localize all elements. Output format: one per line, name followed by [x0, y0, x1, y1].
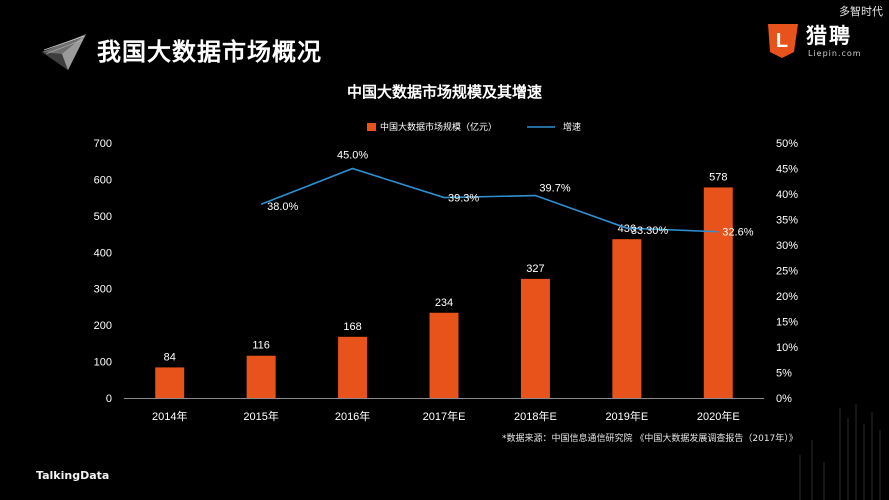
y-right-tick-label: 40% — [776, 189, 798, 201]
y-right-tick-label: 15% — [776, 317, 798, 329]
bar — [612, 239, 642, 398]
legend-line-label: 增速 — [563, 121, 581, 132]
watermark-text: 多智时代 — [839, 5, 883, 18]
bar — [429, 312, 459, 398]
x-tick-label: 2016年 — [335, 409, 370, 423]
y-left-tick-label: 400 — [94, 247, 112, 259]
brand-url: Liepin.com — [808, 49, 862, 58]
y-right-tick-label: 45% — [776, 164, 798, 176]
legend-bar-swatch — [367, 123, 376, 131]
brand-name: 猎聘 — [806, 24, 852, 48]
bar-data-label: 578 — [709, 171, 727, 183]
y-left-tick-label: 300 — [94, 284, 112, 296]
bar — [155, 367, 185, 398]
growth-data-label: 39.3% — [448, 193, 479, 205]
chart-title: 中国大数据市场规模及其增速 — [346, 83, 542, 101]
legend-bar-label: 中国大数据市场规模（亿元） — [380, 121, 497, 132]
y-left-tick-label: 500 — [94, 211, 112, 223]
bar-data-label: 168 — [343, 321, 361, 333]
y-left-tick-label: 0 — [106, 393, 112, 405]
bar — [520, 278, 550, 398]
y-right-tick-label: 30% — [776, 240, 798, 252]
y-right-tick-label: 5% — [776, 368, 792, 380]
brand-logo: L 猎聘 Liepin.com — [762, 20, 880, 62]
bar-data-label: 234 — [435, 297, 453, 309]
y-right-tick-label: 20% — [776, 291, 798, 303]
growth-data-label: 38.0% — [267, 201, 298, 213]
y-right-tick-label: 50% — [776, 138, 798, 150]
bar — [338, 336, 368, 398]
growth-data-label: 32.6% — [722, 227, 753, 239]
source-note: *数据来源：中国信息通信研究院 《中国大数据发展调查报告（2017年）》 — [502, 434, 798, 444]
y-left-tick-label: 600 — [94, 174, 112, 186]
growth-line — [260, 167, 719, 233]
page-title: 我国大数据市场概况 — [97, 38, 322, 66]
y-right-tick-label: 35% — [776, 215, 798, 227]
growth-data-label: 39.7% — [539, 183, 570, 195]
y-left-tick-label: 100 — [94, 357, 112, 369]
brand-badge-letter: L — [776, 30, 788, 52]
growth-data-label: 45.0% — [337, 150, 368, 162]
x-tick-label: 2015年 — [243, 409, 278, 423]
bar-data-label: 116 — [252, 340, 270, 352]
x-tick-label: 2017年E — [423, 409, 466, 423]
logo-mark-icon — [42, 34, 86, 70]
y-right-tick-label: 0% — [776, 393, 792, 405]
y-left-tick-label: 200 — [94, 320, 112, 332]
x-tick-label: 2019年E — [605, 409, 648, 423]
y-right-tick-label: 25% — [776, 266, 798, 278]
footer-brand: TalkingData — [36, 469, 110, 482]
growth-data-label: 33.30% — [631, 225, 669, 237]
bar — [703, 187, 733, 398]
bar-data-label: 327 — [526, 263, 544, 275]
y-right-tick-label: 10% — [776, 342, 798, 354]
bar — [246, 355, 276, 398]
bar-data-label: 84 — [164, 351, 176, 363]
y-left-tick-label: 700 — [94, 138, 112, 150]
x-tick-label: 2020年E — [697, 409, 740, 423]
brand-badge-icon: L — [768, 24, 798, 58]
x-tick-label: 2018年E — [514, 409, 557, 423]
x-tick-label: 2014年 — [152, 409, 187, 423]
